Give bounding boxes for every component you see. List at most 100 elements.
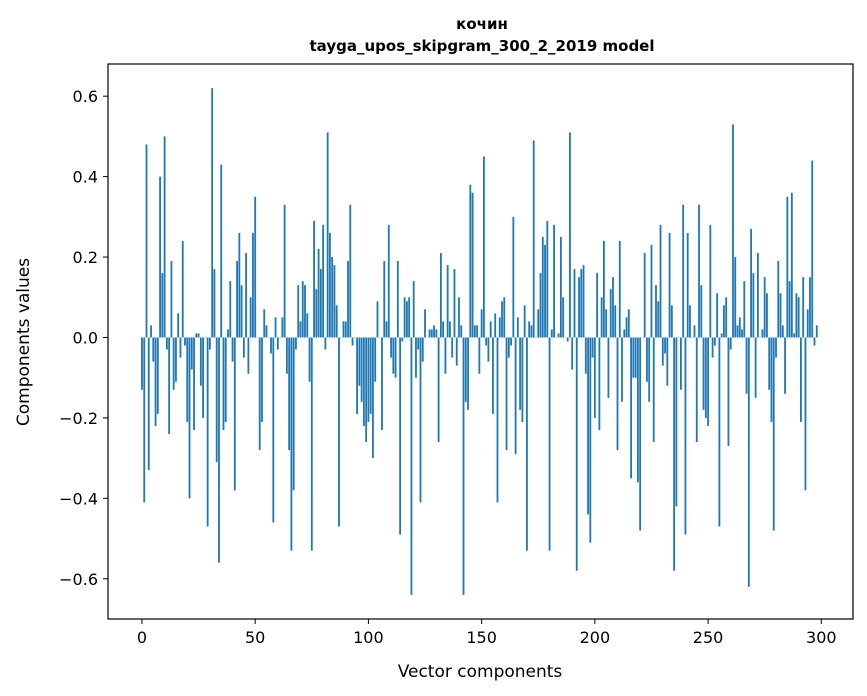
bar-251 <box>709 224 712 338</box>
chart-subtitle: tayga_upos_skipgram_300_2_2019 model <box>310 37 655 55</box>
bar-84 <box>331 257 334 338</box>
bar-90 <box>344 321 347 338</box>
bar-274 <box>761 329 764 338</box>
bar-45 <box>242 337 245 358</box>
bar-75 <box>310 337 313 551</box>
bar-36 <box>222 337 225 430</box>
bar-101 <box>369 337 372 414</box>
y-axis-ticks: −0.6 −0.4 −0.2 0.0 0.2 0.4 0.6 <box>59 87 108 589</box>
bar-218 <box>634 337 637 378</box>
bar-293 <box>804 337 807 491</box>
bar-254 <box>716 293 719 338</box>
bar-87 <box>338 337 340 527</box>
bar-220 <box>639 337 642 531</box>
bar-134 <box>444 337 447 374</box>
bar-130 <box>435 329 438 338</box>
bar-77 <box>315 289 318 338</box>
bar-182 <box>553 224 555 338</box>
bar-116 <box>403 297 406 338</box>
bar-280 <box>775 337 777 358</box>
bar-111 <box>392 337 395 374</box>
bar-201 <box>596 273 599 338</box>
bar-224 <box>648 337 651 402</box>
bar-150 <box>480 309 483 338</box>
y-axis-label: Components values <box>14 258 34 426</box>
bar-195 <box>582 265 585 338</box>
bar-62 <box>281 317 284 338</box>
bar-78 <box>317 249 320 338</box>
bar-194 <box>580 269 583 338</box>
bar-81 <box>324 337 327 350</box>
bar-234 <box>670 305 673 338</box>
bar-256 <box>720 333 723 338</box>
y-tick-label: 0.0 <box>73 328 98 347</box>
bar-139 <box>455 337 458 366</box>
bar-73 <box>306 313 309 338</box>
bar-57 <box>270 337 272 354</box>
bar-297 <box>813 337 816 346</box>
bar-138 <box>453 269 456 338</box>
bar-108 <box>385 321 388 338</box>
bar-250 <box>707 337 709 426</box>
bar-278 <box>770 337 773 422</box>
bar-70 <box>299 321 302 338</box>
bar-285 <box>786 196 789 338</box>
bar-170 <box>526 337 528 551</box>
bar-169 <box>523 305 526 338</box>
bar-172 <box>530 325 533 338</box>
bar-14 <box>172 337 175 390</box>
bar-287 <box>790 192 793 338</box>
bar-1 <box>143 337 146 503</box>
bar-34 <box>218 337 220 563</box>
bar-156 <box>494 313 497 338</box>
bar-215 <box>627 309 630 338</box>
bar-140 <box>458 297 460 338</box>
bar-157 <box>496 337 499 503</box>
bar-214 <box>625 317 628 338</box>
plot-frame <box>107 63 854 620</box>
bar-168 <box>521 337 524 422</box>
bar-125 <box>424 309 426 338</box>
bar-52 <box>258 337 261 451</box>
bar-158 <box>498 317 501 338</box>
bar-31 <box>211 88 214 338</box>
x-tick-label: 100 <box>353 628 384 647</box>
bar-271 <box>754 337 757 398</box>
bar-173 <box>532 140 535 338</box>
bar-295 <box>809 277 811 338</box>
bar-114 <box>399 337 402 535</box>
bar-270 <box>752 273 755 338</box>
bar-265 <box>741 329 743 338</box>
bar-107 <box>383 261 386 338</box>
bar-89 <box>342 321 345 338</box>
bar-259 <box>727 337 730 447</box>
bar-127 <box>428 329 431 338</box>
bar-142 <box>462 337 465 595</box>
bar-241 <box>686 232 689 338</box>
bar-252 <box>711 337 714 358</box>
bar-112 <box>394 337 397 378</box>
bar-222 <box>643 253 646 338</box>
bar-48 <box>249 297 252 338</box>
bar-86 <box>335 305 338 338</box>
bar-122 <box>417 337 420 350</box>
bar-267 <box>745 337 748 394</box>
bar-235 <box>673 337 676 571</box>
bar-72 <box>304 285 306 338</box>
bar-9 <box>161 273 164 338</box>
bar-184 <box>557 333 560 338</box>
bar-229 <box>659 224 662 338</box>
bar-13 <box>170 261 173 338</box>
bar-99 <box>365 337 368 443</box>
bar-151 <box>482 156 485 338</box>
bar-11 <box>165 337 168 350</box>
bar-123 <box>419 337 422 503</box>
bar-141 <box>460 325 463 338</box>
bar-85 <box>333 265 336 338</box>
bar-245 <box>695 337 698 443</box>
bar-155 <box>492 337 494 414</box>
bar-189 <box>569 132 571 338</box>
bar-209 <box>614 305 617 338</box>
bar-193 <box>578 277 580 338</box>
bar-35 <box>220 164 223 338</box>
